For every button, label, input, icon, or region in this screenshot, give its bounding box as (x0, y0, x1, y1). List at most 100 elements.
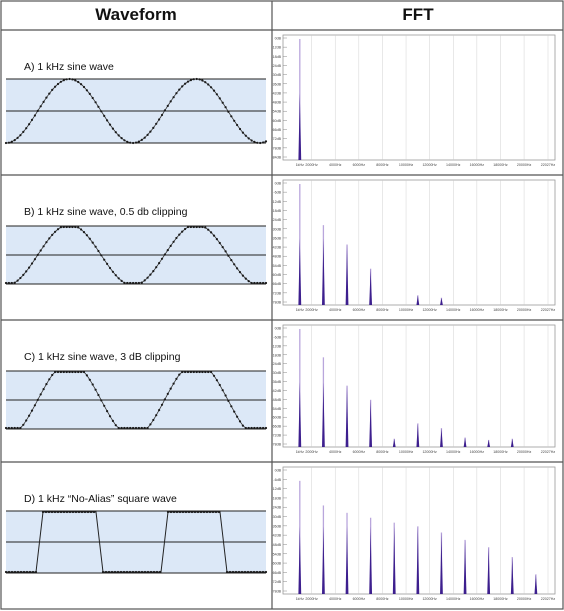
fft-y-tick-label: -48dB (271, 398, 281, 402)
fft-x-tick-label: 16000Hz (470, 597, 485, 601)
waveform-sample-dot (146, 426, 149, 430)
waveform-sample-dot (4, 570, 8, 574)
fft-x-tick-label: 22027Hz (541, 163, 556, 167)
fft-y-tick-label: -72dB (271, 137, 281, 141)
waveform-sample-dot (39, 105, 42, 108)
waveform-sample-dot (208, 510, 212, 514)
fft-plot-d: 0dB -6dB -12dB -18dB -24dB -30dB -36dB -42dB -48… (271, 466, 556, 601)
fft-y-tick-label: -60dB (271, 273, 281, 277)
waveform-sample-dot (212, 89, 216, 92)
waveform-sample-dot (41, 510, 45, 514)
waveform-sample-dot (160, 257, 164, 260)
fft-y-tick-label: -24dB (271, 362, 281, 366)
waveform-sample-dot (85, 89, 88, 92)
waveform-sample-dot (178, 510, 182, 514)
fft-y-tick-label: -78dB (271, 146, 281, 150)
waveform-sample-dot (28, 414, 31, 417)
fft-harmonic-peak (369, 268, 373, 305)
waveform-sample-dot (221, 246, 224, 249)
fft-harmonic-peak (298, 93, 302, 160)
fft-x-tick-label: 16000Hz (470, 450, 485, 454)
waveform-sample-dot (48, 92, 51, 95)
fft-harmonic-peak (392, 526, 396, 594)
waveform-sample-dot (215, 93, 218, 96)
waveform-sample-dot (114, 274, 117, 277)
waveform-sample-dot (74, 79, 77, 82)
waveform-sample-dot (204, 370, 207, 374)
fft-y-tick-label: -42dB (271, 389, 281, 393)
fft-harmonic-peak (392, 438, 396, 447)
waveform-sample-dot (51, 88, 54, 91)
waveform-sample-dot (215, 238, 218, 241)
waveform-sample-dot (175, 92, 178, 95)
waveform-sample-dot (186, 80, 190, 83)
waveform-sample-dot (227, 110, 230, 113)
waveform-sample-dot (140, 281, 143, 284)
fft-x-tick-label: 6000Hz (353, 163, 366, 167)
waveform-sample-dot (172, 510, 176, 514)
waveform-sample-dot (65, 370, 68, 374)
waveform-sample-dot (94, 388, 97, 391)
waveform-sample-dot (256, 281, 259, 285)
waveform-sample-dot (178, 373, 181, 376)
waveform-sample-dot (160, 113, 164, 117)
fft-plot-area (282, 179, 556, 306)
waveform-sample-dot (85, 374, 88, 377)
waveform-sample-dot (140, 570, 144, 574)
fft-x-tick-label: 4000Hz (329, 597, 342, 601)
waveform-sample-dot (149, 570, 153, 574)
waveform-sample-dot (163, 109, 166, 112)
fft-y-tick-label: -54dB (271, 110, 281, 114)
fft-y-tick-label: -18dB (271, 353, 281, 357)
waveform-sample-dot (247, 426, 250, 430)
waveform-sample-dot (181, 370, 184, 374)
waveform-sample-dot (166, 249, 169, 252)
fft-y-tick-label: 0dB (275, 469, 282, 473)
fft-harmonic-peak (322, 382, 325, 447)
fft-y-tick-label: -30dB (271, 371, 281, 375)
waveform-sample-dot (241, 424, 244, 427)
fft-harmonic-peak (416, 295, 420, 305)
waveform-sample-dot (172, 382, 175, 385)
waveform-sample-dot (114, 424, 117, 427)
waveform-sample-dot (16, 426, 19, 430)
fft-x-tick-label: 10000Hz (399, 163, 414, 167)
fft-y-tick-label: -30dB (271, 227, 281, 231)
waveform-sample-dot (13, 281, 16, 284)
fft-y-tick-label: -60dB (271, 119, 281, 123)
waveform-sample-dot (137, 281, 140, 285)
waveform-sample-dot (264, 140, 268, 143)
waveform-sample-dot (91, 96, 94, 100)
waveform-sample-dot (178, 88, 181, 91)
row-b: B) 1 kHz sine wave, 0.5 db clipping 0dB -6… (4, 179, 556, 312)
waveform-sample-dot (74, 370, 77, 374)
waveform-sample-dot (166, 392, 169, 395)
waveform-sample-dot (80, 370, 83, 374)
waveform-sample-dot (210, 231, 213, 234)
waveform-sample-dot (4, 281, 8, 285)
waveform-sample-dot (186, 370, 190, 374)
fft-x-tick-label: 20000Hz (517, 450, 532, 454)
waveform-sample-dot (187, 510, 191, 514)
waveform-sample-dot (77, 226, 80, 229)
waveform-sample-dot (192, 225, 195, 229)
waveform-sample-dot (42, 388, 45, 391)
fft-harmonic-peak (463, 437, 467, 447)
waveform-sample-dot (100, 254, 103, 257)
fft-x-tick-label: 12000Hz (422, 597, 437, 601)
fft-y-tick-label: -24dB (271, 506, 281, 510)
waveform-sample-dot (4, 141, 8, 145)
waveform-sample-dot (184, 82, 187, 85)
fft-y-tick-label: -72dB (271, 580, 281, 584)
fft-x-tick-label: 8000Hz (376, 450, 389, 454)
fft-harmonic-peak (345, 526, 349, 594)
waveform-sample-dot (71, 225, 74, 229)
waveform-sample-dot (140, 138, 143, 141)
waveform-sample-dot (7, 141, 10, 144)
fft-x-tick-label: 14000Hz (446, 163, 461, 167)
waveform-sample-dot (224, 106, 227, 109)
waveform-sample-dot (210, 370, 213, 374)
fft-x-tick-label: 1kHz (296, 597, 304, 601)
waveform-sample-dot (249, 570, 253, 574)
waveform-sample-dot (246, 570, 250, 574)
